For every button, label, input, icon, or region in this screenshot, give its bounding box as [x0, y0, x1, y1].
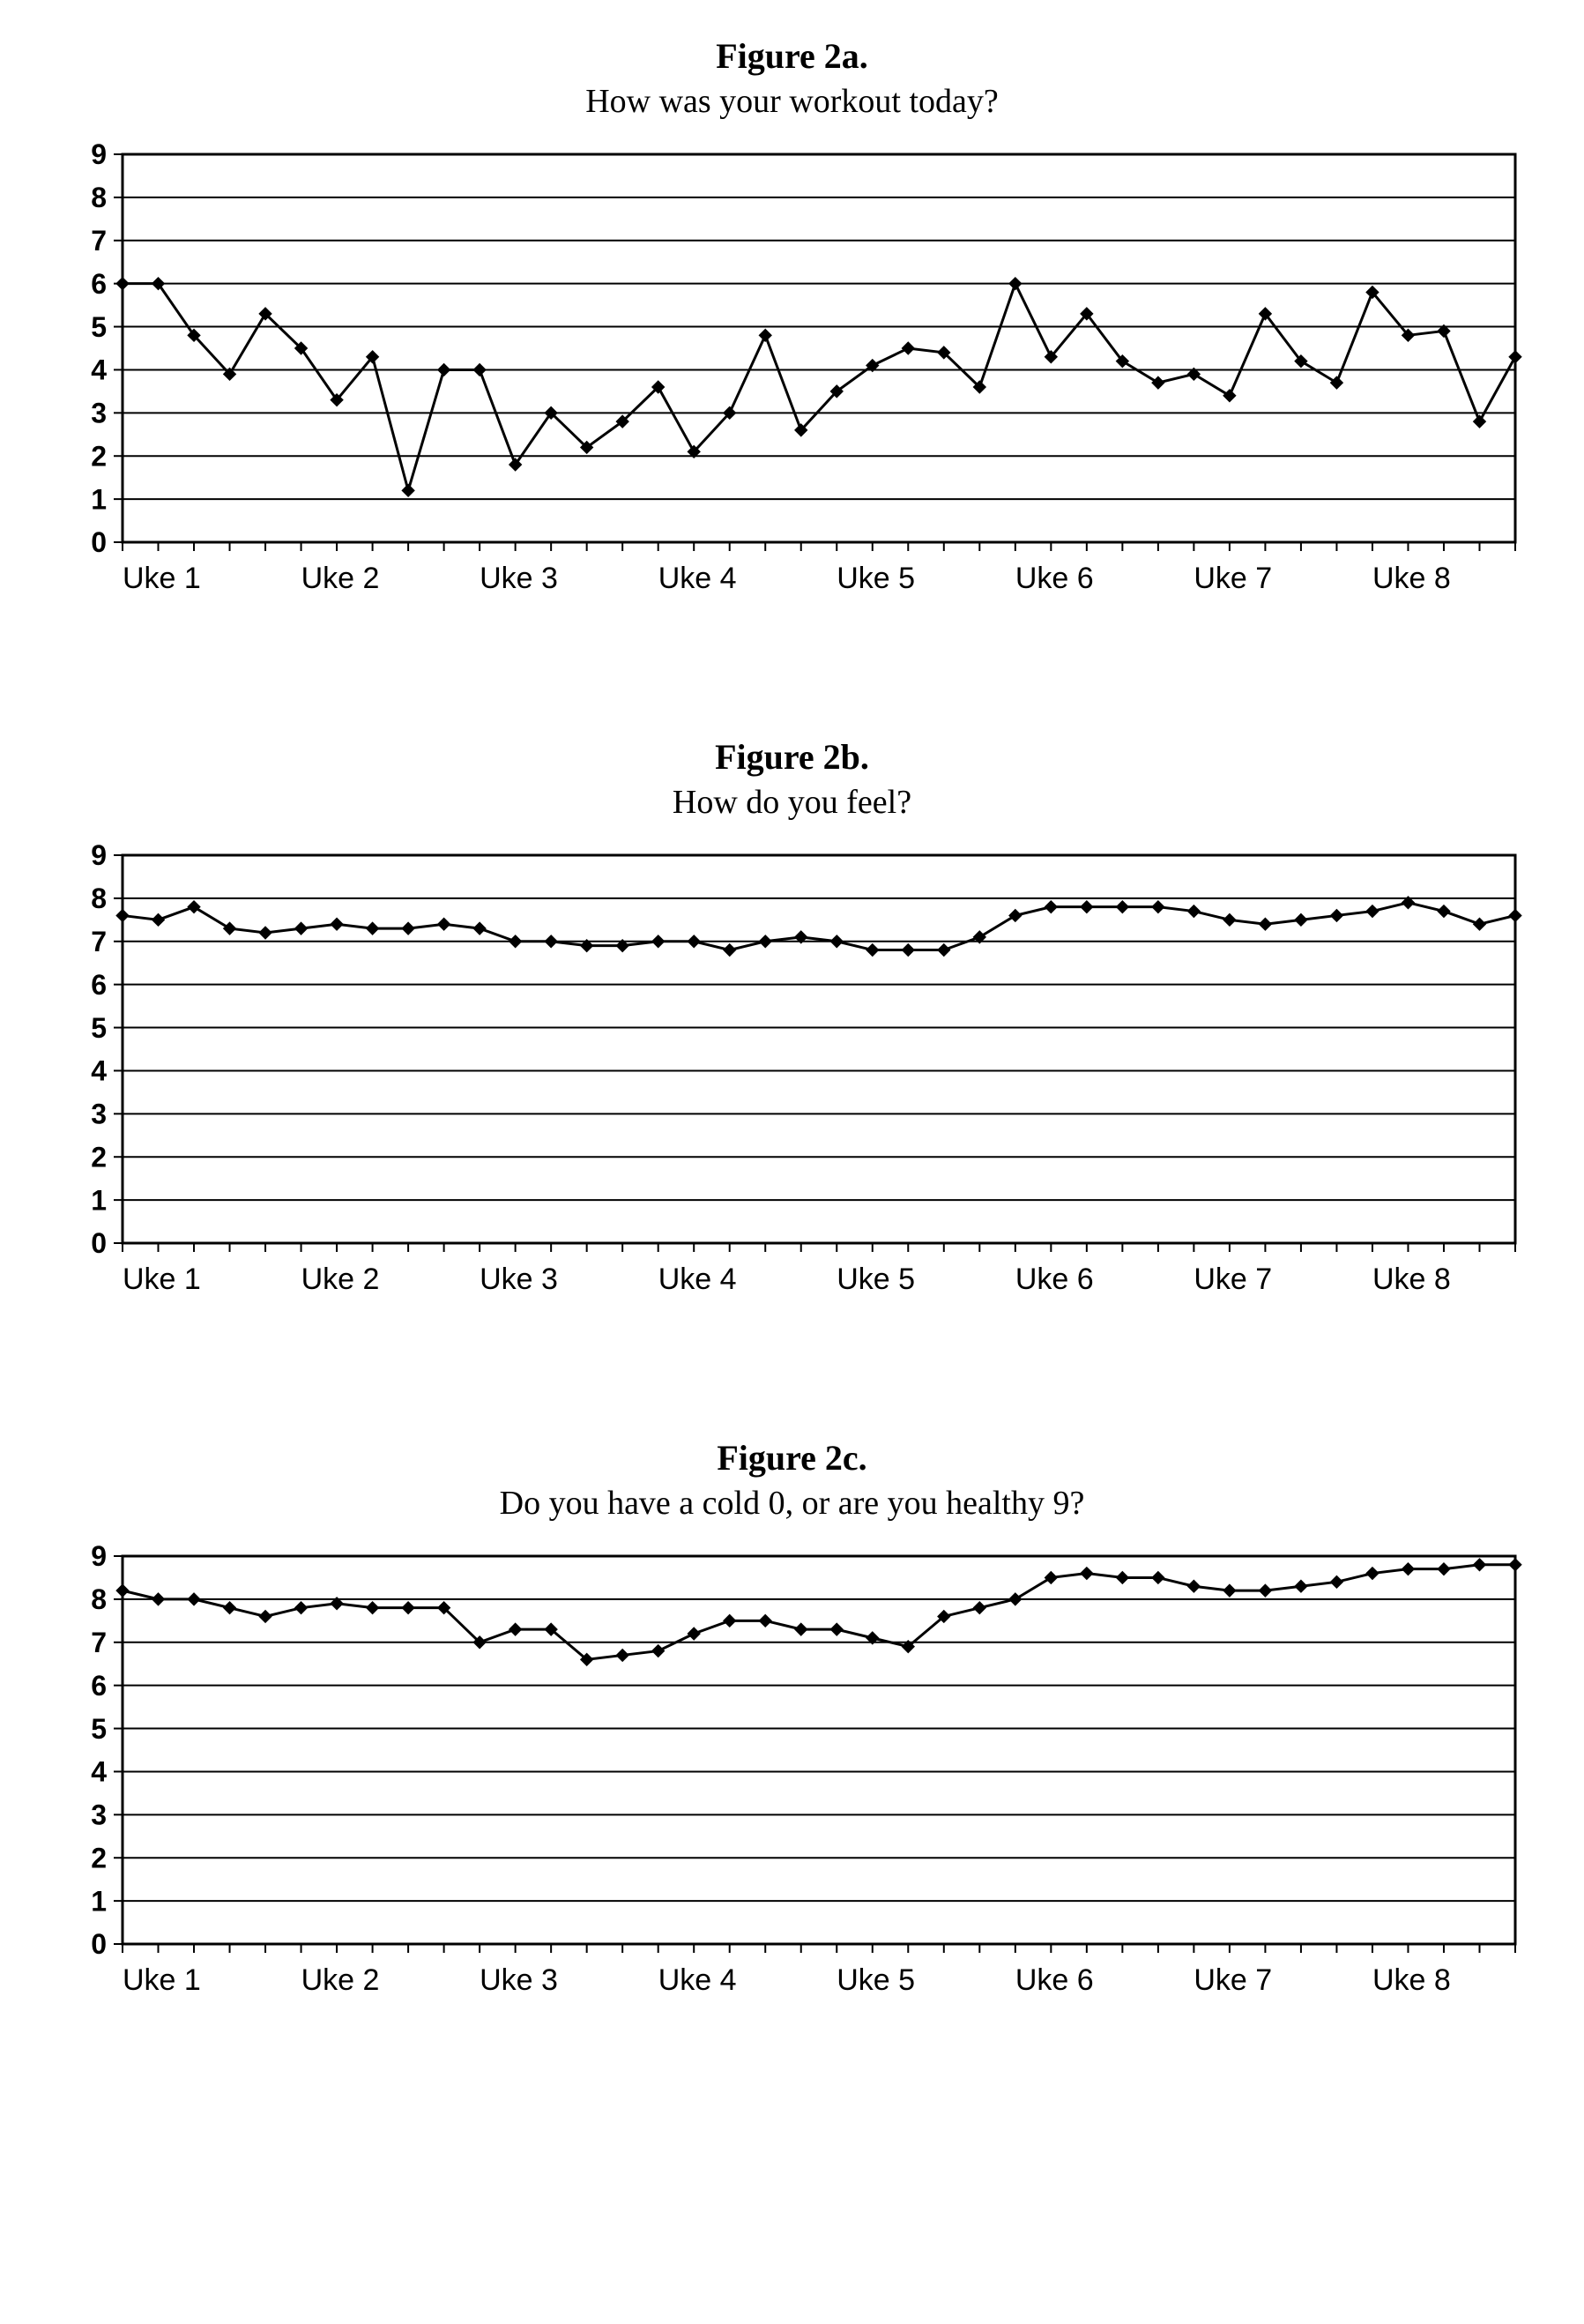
- line-chart-2a: 0 1 2 3 4 5 6 7 8 9 Uke 1 Uke 2 Uke 3 Uke 4 Uke 5 Uke 6…: [43, 137, 1542, 630]
- svg-text:5: 5: [91, 1713, 107, 1745]
- svg-text:5: 5: [91, 1012, 107, 1044]
- svg-text:Uke 3: Uke 3: [480, 1263, 558, 1296]
- svg-text:8: 8: [91, 1583, 107, 1615]
- svg-text:Uke 6: Uke 6: [1015, 562, 1093, 595]
- svg-text:Uke 5: Uke 5: [837, 1963, 915, 1997]
- figure-subtitle: How do you feel?: [43, 783, 1542, 822]
- svg-text:4: 4: [91, 1756, 107, 1788]
- chart-container-2b: 0 1 2 3 4 5 6 7 8 9 Uke 1 Uke 2 Uke 3 Uke 4 Uke 5 Uke 6…: [43, 838, 1542, 1331]
- svg-text:Uke 1: Uke 1: [123, 1963, 201, 1997]
- figure-2c: Figure 2c. Do you have a cold 0, or are …: [43, 1437, 1542, 2032]
- svg-text:7: 7: [91, 1627, 107, 1658]
- svg-text:Uke 5: Uke 5: [837, 1263, 915, 1296]
- figure-2a: Figure 2a. How was your workout today? 0…: [43, 35, 1542, 630]
- svg-text:Uke 8: Uke 8: [1372, 1963, 1450, 1997]
- svg-text:3: 3: [91, 1799, 107, 1831]
- chart-container-2a: 0 1 2 3 4 5 6 7 8 9 Uke 1 Uke 2 Uke 3 Uke 4 Uke 5 Uke 6…: [43, 137, 1542, 630]
- svg-text:1: 1: [91, 1885, 107, 1917]
- line-chart-2b: 0 1 2 3 4 5 6 7 8 9 Uke 1 Uke 2 Uke 3 Uke 4 Uke 5 Uke 6…: [43, 838, 1542, 1331]
- svg-text:8: 8: [91, 182, 107, 213]
- svg-text:Uke 1: Uke 1: [123, 1263, 201, 1296]
- svg-text:Uke 5: Uke 5: [837, 562, 915, 595]
- svg-text:5: 5: [91, 311, 107, 343]
- svg-text:0: 0: [91, 526, 107, 558]
- svg-text:Uke 2: Uke 2: [301, 1263, 379, 1296]
- svg-text:Uke 4: Uke 4: [658, 562, 736, 595]
- svg-text:Uke 2: Uke 2: [301, 1963, 379, 1997]
- svg-text:Uke 3: Uke 3: [480, 1963, 558, 1997]
- svg-text:Uke 3: Uke 3: [480, 562, 558, 595]
- figure-title: Figure 2c.: [43, 1437, 1542, 1479]
- svg-text:Uke 7: Uke 7: [1194, 562, 1272, 595]
- svg-text:3: 3: [91, 1099, 107, 1130]
- svg-text:3: 3: [91, 398, 107, 429]
- figure-subtitle: Do you have a cold 0, or are you healthy…: [43, 1484, 1542, 1523]
- svg-text:1: 1: [91, 1184, 107, 1216]
- svg-text:Uke 6: Uke 6: [1015, 1963, 1093, 1997]
- svg-text:4: 4: [91, 354, 107, 386]
- line-chart-2c: 0 1 2 3 4 5 6 7 8 9 Uke 1 Uke 2 Uke 3 Uke 4 Uke 5 Uke 6…: [43, 1538, 1542, 2032]
- figure-2b: Figure 2b. How do you feel? 0 1 2 3 4 5 6 7 8 9 Uk…: [43, 736, 1542, 1331]
- svg-text:Uke 7: Uke 7: [1194, 1263, 1272, 1296]
- svg-text:7: 7: [91, 926, 107, 957]
- svg-text:Uke 1: Uke 1: [123, 562, 201, 595]
- svg-text:4: 4: [91, 1055, 107, 1087]
- svg-text:9: 9: [91, 1540, 107, 1572]
- figure-subtitle: How was your workout today?: [43, 82, 1542, 121]
- svg-text:Uke 4: Uke 4: [658, 1263, 736, 1296]
- svg-text:Uke 4: Uke 4: [658, 1963, 736, 1997]
- svg-text:Uke 8: Uke 8: [1372, 562, 1450, 595]
- figure-title: Figure 2b.: [43, 736, 1542, 778]
- svg-text:8: 8: [91, 883, 107, 914]
- svg-text:9: 9: [91, 839, 107, 871]
- svg-text:2: 2: [91, 440, 107, 472]
- figure-title: Figure 2a.: [43, 35, 1542, 77]
- svg-text:7: 7: [91, 225, 107, 257]
- svg-text:0: 0: [91, 1928, 107, 1960]
- chart-container-2c: 0 1 2 3 4 5 6 7 8 9 Uke 1 Uke 2 Uke 3 Uke 4 Uke 5 Uke 6…: [43, 1538, 1542, 2032]
- svg-text:Uke 8: Uke 8: [1372, 1263, 1450, 1296]
- svg-text:1: 1: [91, 483, 107, 515]
- svg-text:2: 2: [91, 1842, 107, 1873]
- svg-text:Uke 2: Uke 2: [301, 562, 379, 595]
- svg-text:Uke 7: Uke 7: [1194, 1963, 1272, 1997]
- svg-text:6: 6: [91, 969, 107, 1001]
- svg-text:2: 2: [91, 1141, 107, 1173]
- svg-text:6: 6: [91, 1670, 107, 1702]
- svg-text:9: 9: [91, 138, 107, 170]
- svg-text:0: 0: [91, 1227, 107, 1259]
- svg-text:Uke 6: Uke 6: [1015, 1263, 1093, 1296]
- svg-text:6: 6: [91, 268, 107, 300]
